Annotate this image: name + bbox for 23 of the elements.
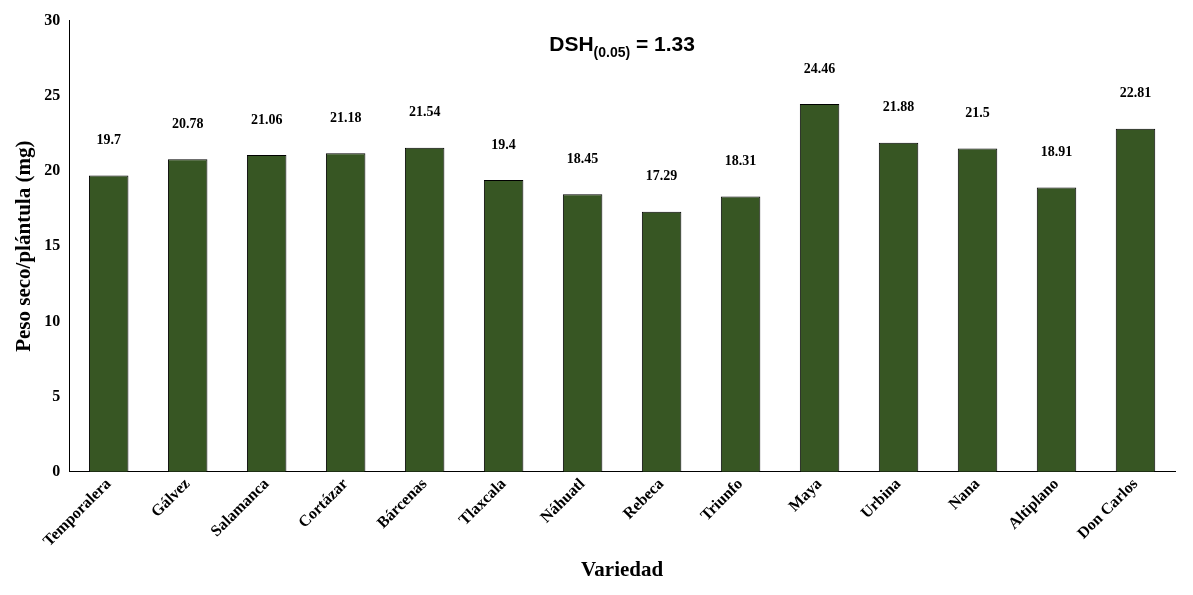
data-label: 17.29: [645, 168, 678, 184]
data-label: 19.4: [491, 136, 516, 152]
data-label: 18.45: [566, 150, 599, 166]
data-label: 19.7: [96, 132, 121, 148]
data-label: 18.31: [724, 153, 757, 169]
data-label: 22.81: [1119, 85, 1152, 101]
data-label: 18.91: [1040, 144, 1073, 159]
y-axis-title: Peso seco/plántula (mg): [11, 140, 36, 352]
data-label: 21.5: [965, 105, 990, 121]
y-tick-label: 30: [44, 10, 61, 28]
data-label: 21.18: [329, 109, 362, 125]
y-tick-label: 20: [44, 161, 61, 179]
y-tick-label: 25: [44, 85, 61, 103]
y-tick-label: 5: [52, 386, 61, 404]
data-label: 21.88: [882, 99, 915, 115]
x-axis-title: Variedad: [581, 556, 664, 581]
data-label: 21.06: [250, 111, 283, 127]
y-tick-label: 15: [44, 236, 61, 254]
data-label: 24.46: [803, 60, 836, 76]
data-label: 20.78: [171, 115, 204, 131]
y-tick-label: 0: [52, 461, 61, 479]
y-tick-label: 10: [44, 311, 61, 329]
data-label: 21.54: [408, 104, 441, 120]
